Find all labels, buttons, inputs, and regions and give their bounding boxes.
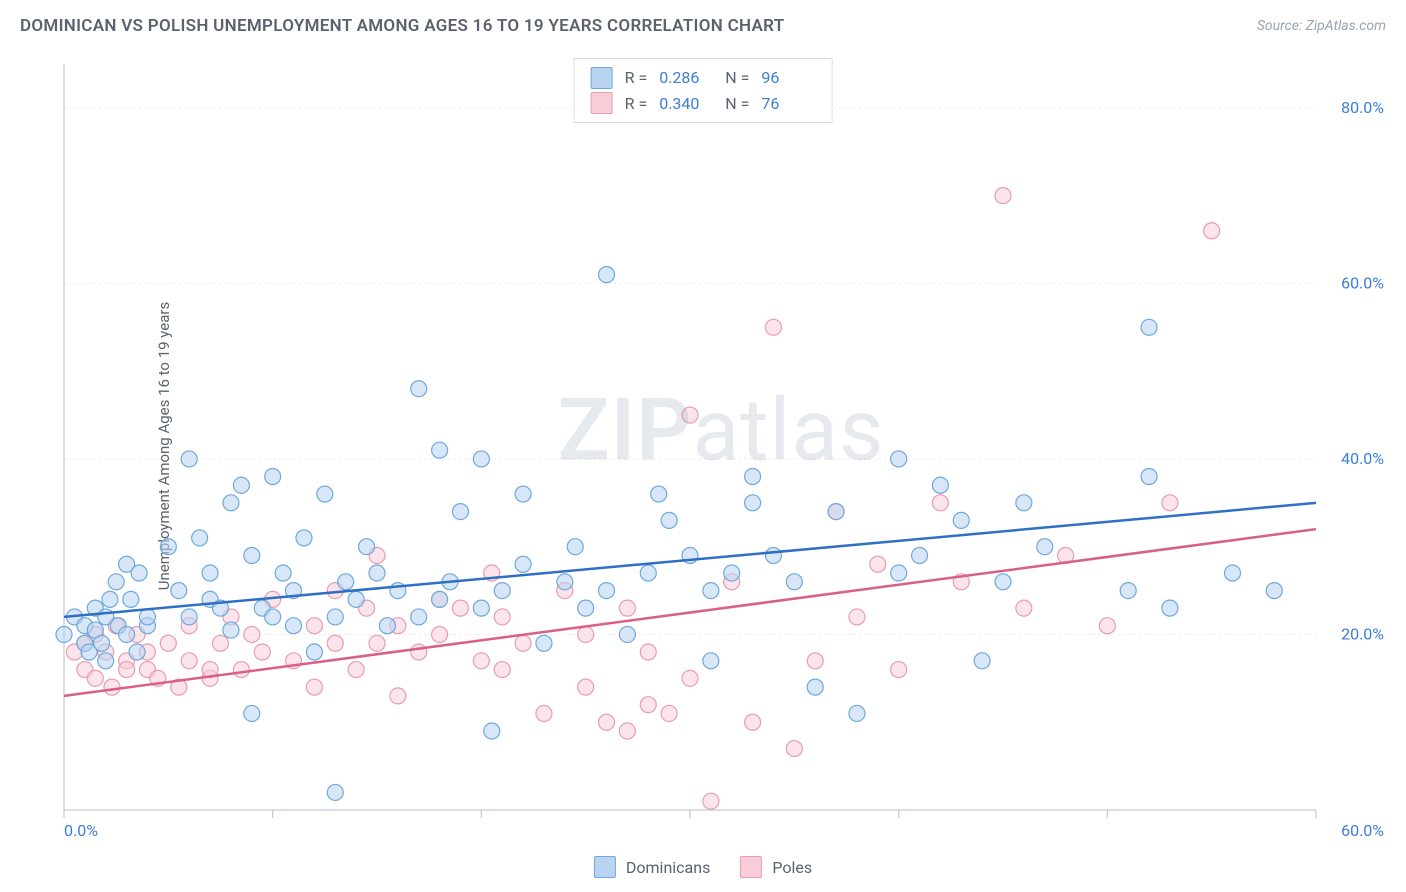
legend-item-dominicans: Dominicans xyxy=(594,856,710,878)
svg-text:80.0%: 80.0% xyxy=(1341,98,1384,117)
svg-text:20.0%: 20.0% xyxy=(1341,624,1384,643)
swatch-poles xyxy=(591,92,613,114)
swatch-poles-icon xyxy=(740,856,762,878)
stats-legend: R = 0.286 N = 96 R = 0.340 N = 76 xyxy=(574,58,833,123)
svg-text:40.0%: 40.0% xyxy=(1341,449,1384,468)
swatch-dominicans-icon xyxy=(594,856,616,878)
stats-row-dominicans: R = 0.286 N = 96 xyxy=(591,65,816,91)
stats-row-poles: R = 0.340 N = 76 xyxy=(591,91,816,117)
svg-text:0.0%: 0.0% xyxy=(64,821,98,838)
legend-item-poles: Poles xyxy=(740,856,812,878)
svg-text:60.0%: 60.0% xyxy=(1341,273,1384,292)
chart-title: DOMINICAN VS POLISH UNEMPLOYMENT AMONG A… xyxy=(20,16,784,36)
swatch-dominicans xyxy=(591,67,613,89)
source-label: Source: ZipAtlas.com xyxy=(1257,18,1386,34)
svg-text:60.0%: 60.0% xyxy=(1341,821,1384,838)
bottom-legend: Dominicans Poles xyxy=(594,856,812,878)
scatter-svg: 0.0% 60.0% 20.0% 40.0% 60.0% 80.0% xyxy=(54,54,1388,838)
chart-area: 0.0%60.0%20.0%40.0%60.0%80.0% ZIPatlas xyxy=(54,54,1388,838)
